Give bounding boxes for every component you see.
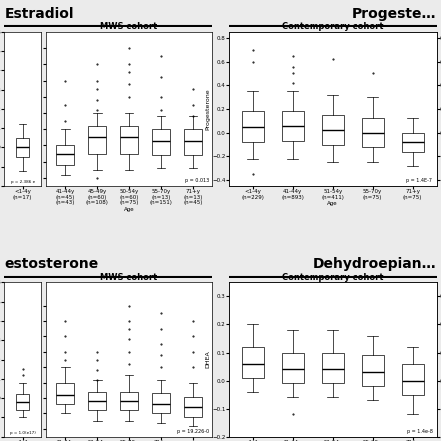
Y-axis label: DHEA: DHEA — [206, 351, 210, 368]
PathPatch shape — [402, 133, 424, 152]
PathPatch shape — [16, 394, 29, 410]
PathPatch shape — [16, 138, 29, 157]
Text: Estradiol: Estradiol — [4, 7, 74, 21]
Title: Contemporary cohort: Contemporary cohort — [282, 273, 384, 282]
PathPatch shape — [88, 392, 106, 411]
PathPatch shape — [184, 129, 202, 155]
PathPatch shape — [282, 352, 304, 383]
PathPatch shape — [88, 126, 106, 153]
Title: MWS cohort: MWS cohort — [101, 273, 158, 282]
X-axis label: Age: Age — [327, 201, 338, 206]
Text: p = 19.226-0: p = 19.226-0 — [177, 429, 209, 434]
PathPatch shape — [120, 392, 138, 411]
PathPatch shape — [242, 111, 264, 142]
PathPatch shape — [152, 393, 170, 414]
PathPatch shape — [120, 126, 138, 153]
PathPatch shape — [322, 115, 344, 145]
PathPatch shape — [56, 383, 74, 404]
Text: p = 2.386 e: p = 2.386 e — [11, 180, 35, 184]
PathPatch shape — [56, 146, 74, 165]
Text: Dehydroepian…: Dehydroepian… — [313, 257, 437, 271]
PathPatch shape — [242, 347, 264, 378]
Title: Contemporary cohort: Contemporary cohort — [282, 22, 384, 31]
Y-axis label: Progesterone: Progesterone — [206, 88, 210, 130]
Title: MWS cohort: MWS cohort — [101, 22, 158, 31]
X-axis label: Age: Age — [124, 207, 135, 212]
Text: p = 1.4e-8: p = 1.4e-8 — [407, 429, 433, 434]
PathPatch shape — [184, 396, 202, 417]
Text: Progeste…: Progeste… — [352, 7, 437, 21]
PathPatch shape — [362, 119, 384, 147]
PathPatch shape — [402, 364, 424, 395]
PathPatch shape — [282, 111, 304, 141]
PathPatch shape — [152, 129, 170, 155]
Text: p = 0.013: p = 0.013 — [185, 178, 209, 183]
Text: p = 1.4E-7: p = 1.4E-7 — [407, 178, 433, 183]
Text: p = 1.0(e17): p = 1.0(e17) — [10, 431, 36, 435]
PathPatch shape — [362, 355, 384, 386]
Text: estosterone: estosterone — [4, 257, 99, 271]
PathPatch shape — [322, 352, 344, 383]
